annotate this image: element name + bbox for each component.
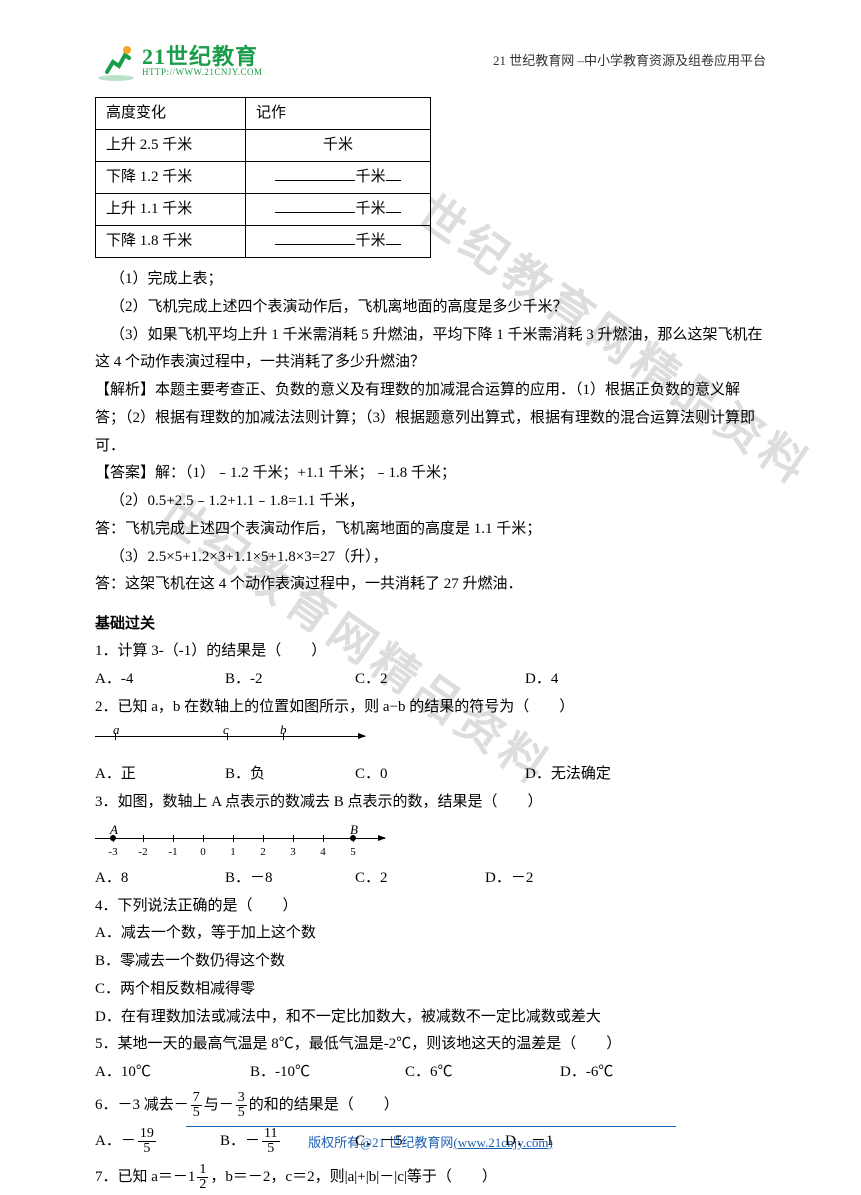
option-d: D．－1 [505,1123,553,1159]
page-header: 21世纪教育 HTTP://WWW.21CNJY.COM 21 世纪教育网 –中… [95,40,766,82]
table-row: 下降 1.8 千米 千米 [96,226,431,258]
number-line-q3: A B -3-2-1012345 [95,822,385,860]
header-right-text: 21 世纪教育网 –中小学教育资源及组卷应用平台 [493,49,766,72]
table-cell: 上升 2.5 千米 [96,130,246,162]
table-row: 上升 2.5 千米 千米 [96,130,431,162]
table-cell: 下降 1.8 千米 [96,226,246,258]
question-1-options: A．-4 B．-2 C．2 D．4 [95,666,766,694]
table-cell: 上升 1.1 千米 [96,194,246,226]
table-cell: 千米 [246,194,431,226]
logo: 21世纪教育 HTTP://WWW.21CNJY.COM [95,40,263,82]
question-part-3: （3）如果飞机平均上升 1 千米需消耗 5 升燃油，平均下降 1 千米需消耗 3… [95,322,766,378]
table-header-cell: 高度变化 [96,98,246,130]
question-1-text: 1．计算 3-（-1）的结果是（ ） [95,638,766,666]
question-5-options: A．10℃ B．-10℃ C．6℃ D．-6℃ [95,1059,766,1087]
section-title: 基础过关 [95,611,766,638]
question-2-options: A．正 B．负 C．0 D．无法确定 [95,761,766,789]
table-row: 上升 1.1 千米 千米 [96,194,431,226]
option-a: A．8 [95,865,225,893]
table-row: 下降 1.2 千米 千米 [96,162,431,194]
q4-option-c: C．两个相反数相减得零 [95,976,766,1004]
answer-line-1: 【答案】解：（1）﹣1.2 千米；+1.1 千米；﹣1.8 千米； [95,460,766,488]
option-b: B．负 [225,761,355,789]
option-c: C．6℃ [405,1059,560,1087]
question-6-options: A．－195 B．－115 C．－5 D．－1 [95,1123,766,1159]
q4-option-b: B．零减去一个数仍得这个数 [95,948,766,976]
number-line-q2: a c b [95,726,365,756]
label-a: a [113,718,120,741]
option-b: B．－8 [225,865,355,893]
option-b: B．-10℃ [250,1059,405,1087]
answer-line-4: （3）2.5×5+1.2×3+1.1×5+1.8×3=27（升）， [95,544,766,572]
runner-icon [95,40,137,82]
table-cell: 千米 [246,162,431,194]
altitude-table: 高度变化 记作 上升 2.5 千米 千米 下降 1.2 千米 千米 上升 1.1… [95,97,431,258]
question-part-2: （2）飞机完成上述四个表演动作后，飞机离地面的高度是多少千米？ [95,294,766,322]
option-d: D．－2 [485,865,533,893]
question-4-text: 4．下列说法正确的是（ ） [95,893,766,921]
table-cell: 下降 1.2 千米 [96,162,246,194]
answer-line-5: 答：这架飞机在这 4 个动作表演过程中，一共消耗了 27 升燃油． [95,571,766,599]
question-3-text: 3．如图，数轴上 A 点表示的数减去 B 点表示的数，结果是（ ） [95,789,766,817]
table-row: 高度变化 记作 [96,98,431,130]
option-d: D．-6℃ [560,1059,613,1087]
logo-title: 21世纪教育 [142,46,263,68]
option-d: D．4 [525,666,558,694]
option-a: A．10℃ [95,1059,250,1087]
answer-line-3: 答：飞机完成上述四个表演动作后，飞机离地面的高度是 1.1 千米； [95,516,766,544]
question-6-text: 6．－3 减去－75与－35的和的结果是（ ） [95,1087,766,1123]
q4-option-a: A．减去一个数，等于加上这个数 [95,920,766,948]
question-part-1: （1）完成上表； [95,266,766,294]
question-2-text: 2．已知 a，b 在数轴上的位置如图所示，则 a−b 的结果的符号为（ ） [95,694,766,722]
question-3-options: A．8 B．－8 C．2 D．－2 [95,865,766,893]
option-b: B．－115 [220,1123,355,1159]
option-b: B．-2 [225,666,355,694]
table-header-cell: 记作 [246,98,431,130]
option-c: C．2 [355,666,525,694]
option-a: A．正 [95,761,225,789]
option-c: C．－5 [355,1123,505,1159]
option-d: D．无法确定 [525,761,611,789]
option-a: A．-4 [95,666,225,694]
answer-line-2: （2）0.5+2.5﹣1.2+1.1﹣1.8=1.1 千米， [95,488,766,516]
logo-subtitle: HTTP://WWW.21CNJY.COM [142,68,263,77]
question-5-text: 5．某地一天的最高气温是 8℃，最低气温是-2℃，则该地这天的温差是（ ） [95,1031,766,1059]
analysis-text: 【解析】本题主要考查正、负数的意义及有理数的加减混合运算的应用．（1）根据正负数… [95,377,766,460]
q4-option-d: D．在有理数加法或减法中，和不一定比加数大，被减数不一定比减数或差大 [95,1004,766,1032]
table-cell: 千米 [246,130,431,162]
option-a: A．－195 [95,1123,220,1159]
table-cell: 千米 [246,226,431,258]
question-7-text: 7．已知 a＝－112，b＝－2，c＝2，则|a|+|b|－|c|等于（ ） [95,1159,766,1195]
option-c: C．0 [355,761,525,789]
option-c: C．2 [355,865,485,893]
